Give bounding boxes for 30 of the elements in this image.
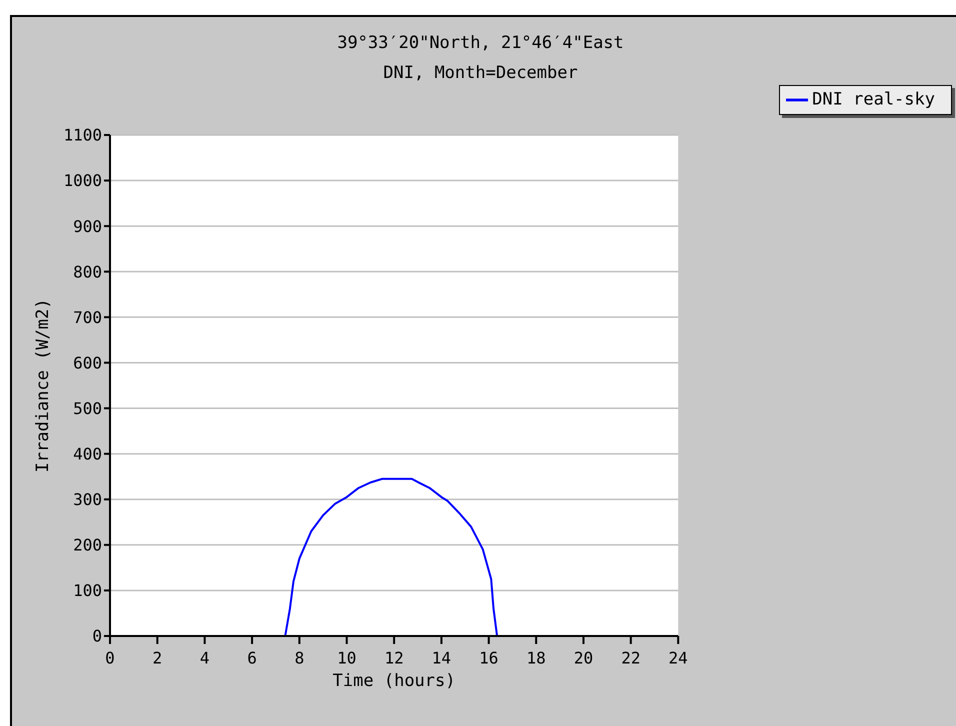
y-tick-label: 1100	[63, 126, 102, 145]
x-axis-title: Time (hours)	[332, 671, 456, 691]
x-tick-label: 18	[526, 648, 546, 668]
y-tick-label: 700	[73, 308, 102, 327]
y-tick-label: 1000	[63, 171, 102, 190]
y-tick-label: 600	[73, 353, 102, 372]
y-tick-label: 800	[73, 262, 102, 282]
x-tick-label: 2	[152, 648, 162, 668]
chart-subtitle: DNI, Month=December	[382, 62, 579, 85]
y-tick-label: 900	[73, 216, 102, 236]
y-tick-label: 500	[73, 398, 102, 418]
x-tick-label: 16	[479, 648, 498, 668]
x-tick-label: 0	[105, 648, 115, 668]
x-tick-label: 14	[432, 648, 452, 668]
y-tick-label: 200	[73, 536, 102, 555]
y-tick-label: 0	[92, 626, 102, 646]
x-tick-label: 6	[247, 648, 257, 668]
x-tick-label: 12	[384, 648, 404, 668]
legend-label: DNI real-sky	[812, 90, 935, 110]
x-tick-label: 8	[294, 648, 304, 668]
x-tick-label: 10	[337, 648, 356, 668]
x-tick-label: 20	[574, 648, 594, 668]
y-tick-label: 300	[73, 490, 102, 510]
y-tick-label: 400	[73, 444, 102, 464]
x-tick-label: 22	[621, 648, 640, 668]
y-axis-title: Irradiance (W/m2)	[33, 298, 54, 472]
chart-title: 39°33′20"North, 21°46′4"East	[336, 32, 625, 55]
y-tick-label: 100	[73, 581, 102, 600]
x-tick-label: 24	[668, 648, 688, 668]
x-tick-label: 4	[200, 648, 210, 668]
